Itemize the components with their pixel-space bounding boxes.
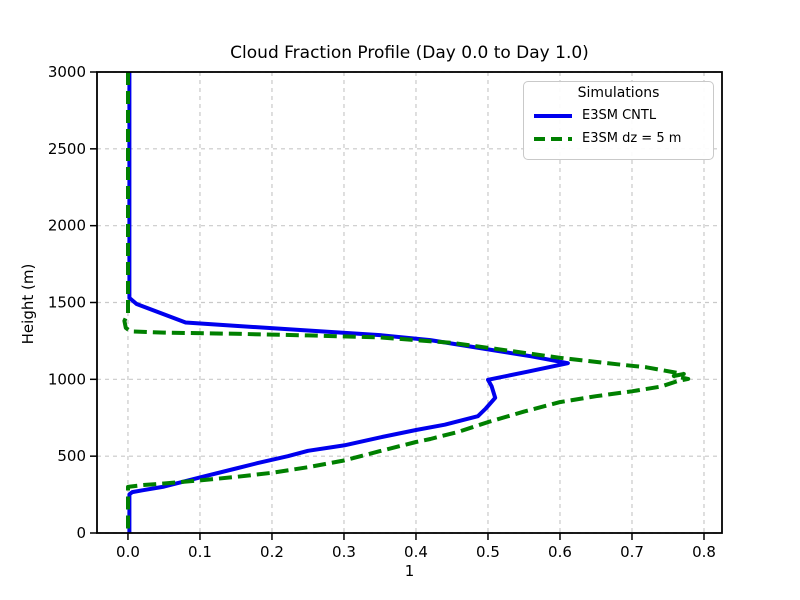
x-tick-label: 0.7 bbox=[620, 543, 644, 561]
x-tick-label: 0.1 bbox=[188, 543, 212, 561]
x-tick-label: 0.6 bbox=[548, 543, 572, 561]
x-tick-label: 0.4 bbox=[404, 543, 428, 561]
y-tick-label: 0 bbox=[76, 524, 86, 542]
x-tick-label: 0.3 bbox=[332, 543, 356, 561]
y-tick-label: 1000 bbox=[48, 370, 86, 388]
x-tick-label: 0.0 bbox=[116, 543, 140, 561]
legend-line-sample-e3sm-dz5m bbox=[534, 136, 572, 141]
legend: Simulations E3SM CNTL E3SM dz = 5 m bbox=[523, 81, 714, 160]
legend-item: E3SM dz = 5 m bbox=[524, 127, 713, 150]
y-tick-label: 500 bbox=[57, 447, 86, 465]
legend-title: Simulations bbox=[577, 85, 660, 101]
axes-spines bbox=[96, 71, 723, 534]
legend-line-sample-e3sm-cntl bbox=[534, 113, 572, 118]
x-axis-label: 1 bbox=[404, 562, 415, 580]
y-tick-label: 1500 bbox=[48, 294, 86, 312]
y-tick-label: 2500 bbox=[48, 140, 86, 158]
legend-label-e3sm-cntl: E3SM CNTL bbox=[582, 108, 657, 123]
series-line-e3sm-cntl bbox=[127, 72, 570, 533]
x-tick-label: 0.2 bbox=[260, 543, 284, 561]
legend-label-e3sm-dz5m: E3SM dz = 5 m bbox=[582, 131, 682, 146]
x-tick-label: 0.5 bbox=[476, 543, 500, 561]
series-line-e3sm-dz-5-m bbox=[122, 72, 691, 533]
legend-item: E3SM CNTL bbox=[524, 104, 713, 127]
chart-title: Cloud Fraction Profile (Day 0.0 to Day 1… bbox=[230, 43, 589, 63]
y-tick-label: 3000 bbox=[48, 63, 86, 81]
x-tick-label: 0.8 bbox=[692, 543, 716, 561]
y-tick-label: 2000 bbox=[48, 217, 86, 235]
